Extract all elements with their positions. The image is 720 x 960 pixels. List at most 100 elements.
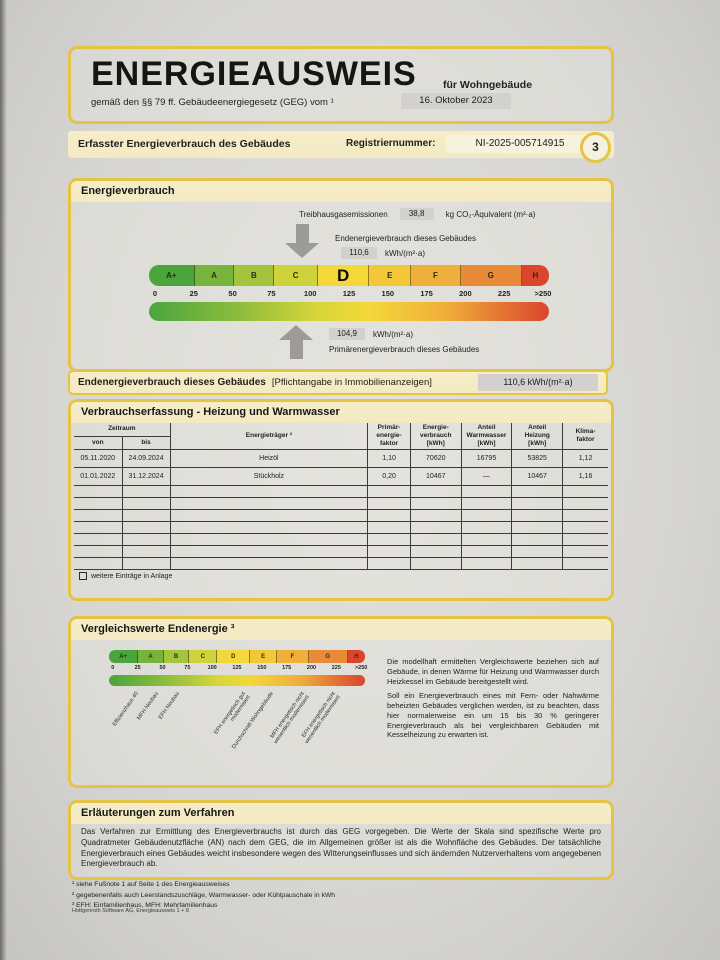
class-segment-H: H [347, 650, 365, 663]
title-box: ENERGIEAUSWEIS für Wohngebäude gemäß den… [68, 46, 614, 124]
primary-energy-label: Primärenergieverbrauch dieses Gebäudes [329, 345, 480, 354]
primary-energy-value-row: 104,9 kWh/(m²·a) [329, 328, 413, 340]
tick-label: 125 [342, 289, 356, 298]
consumption-table: Zeitraum Energieträger ² Primär- energie- … [74, 423, 608, 571]
meta-bar: Erfasster Energieverbrauch des Gebäudes … [68, 131, 614, 158]
comparison-gradient-bar [109, 675, 365, 686]
class-segment-C: C [189, 650, 218, 663]
tick-label: 0 [111, 665, 115, 671]
tick-label: 75 [184, 665, 191, 671]
class-segment-F: F [277, 650, 309, 663]
tick-label: 225 [331, 665, 341, 671]
ghg-unit: kg CO₂-Äquivalent (m²·a) [445, 209, 536, 219]
section-erlaeuterungen: Erläuterungen zum Verfahren Das Verfahre… [68, 800, 614, 880]
comparison-paragraph: Die modellhaft ermittelten Vergleichswer… [387, 657, 599, 686]
checkbox-icon [79, 572, 87, 580]
tick-label: 25 [189, 289, 198, 298]
class-segment-C: C [274, 265, 318, 286]
ghg-row: Treibhausgasemissionen 38,8 kg CO₂-Äquiv… [299, 208, 535, 220]
class-segment-G: G [308, 650, 348, 663]
section-title: Vergleichswerte Endenergie ³ [71, 619, 611, 640]
tick-label: >250 [534, 289, 552, 298]
footnote-line: ² gegebenenfalls auch Leerstandszuschläg… [72, 891, 336, 899]
mandatory-value: 110,6 kWh/(m²·a) [478, 374, 598, 391]
class-segment-A+: A+ [149, 265, 195, 286]
tick-label: 50 [228, 289, 237, 298]
footnotes: ¹ siehe Fußnote 1 auf Seite 1 des Energi… [72, 880, 335, 912]
mandatory-bracket: [Pflichtangabe in Immobilienanzeigen] [271, 377, 432, 388]
checkbox-label: weitere Einträge in Anlage [91, 572, 173, 580]
law-date: 16. Oktober 2023 [401, 93, 511, 109]
photo-edge-shadow [0, 0, 7, 960]
table-empty-row [74, 509, 608, 523]
primary-energy-unit: kWh/(m²·a) [373, 329, 413, 339]
table-row: 05.11.2020 24.09.2024 Heizöl 1,10 70620 16795… [74, 449, 608, 469]
class-segment-F: F [411, 265, 461, 286]
more-entries-row: weitere Einträge in Anlage [79, 572, 172, 580]
comparison-scale-ticks: 0 25 50 75 100 125 150 175 200 225 >250 [109, 665, 368, 673]
document-title-suffix: für Wohngebäude [443, 79, 533, 91]
tick-label: >250 [354, 665, 368, 671]
class-segment-E: E [250, 650, 278, 663]
tick-label: 150 [257, 665, 267, 671]
tick-label: 100 [207, 665, 217, 671]
tick-label: 25 [134, 665, 141, 671]
section-title: Energieverbrauch [71, 181, 611, 202]
tick-label: 50 [159, 665, 166, 671]
tick-label: 150 [381, 289, 395, 298]
comparison-class-scale: A+ A B C D E F G H [109, 650, 365, 663]
tick-label: 175 [282, 665, 292, 671]
comparison-reference-labels: Effizienzhaus 40 MFH Neubau EFH Neubau EFH … [109, 689, 365, 777]
tick-label: 0 [152, 289, 158, 298]
table-empty-row [74, 545, 608, 559]
tick-label: 100 [303, 289, 317, 298]
tick-label: 225 [497, 289, 511, 298]
energy-scale-ticks: 0 25 50 75 100 125 150 175 200 225 >250 [149, 289, 552, 299]
ghg-label: Treibhausgasemissionen [299, 209, 388, 219]
class-segment-A+: A+ [109, 650, 139, 663]
table-empty-row [74, 521, 608, 535]
comparison-explanation-text: Die modellhaft ermittelten Vergleichswer… [387, 657, 599, 745]
comparison-paragraph: Soll ein Energieverbrauch eines mit Fern… [387, 691, 599, 740]
primary-energy-value: 104,9 [329, 328, 365, 340]
table-row: 01.01.2022 31.12.2024 Stückholz 0,20 10467—1… [74, 467, 608, 487]
table-empty-row [74, 557, 608, 571]
table-empty-row [74, 485, 608, 499]
section-title: Verbrauchserfassung - Heizung und Warmwa… [71, 402, 611, 423]
class-segment-D: D [217, 650, 251, 663]
class-segment-G: G [460, 265, 522, 286]
fine-print: Hottgenroth Software AG, Energieausweis … [72, 908, 189, 914]
table-empty-row [74, 533, 608, 547]
mandatory-label: Endenergieverbrauch dieses Gebäudes [78, 377, 266, 388]
explanation-body: Das Verfahren zur Ermittlung des Energie… [81, 827, 601, 869]
footnote-line: ¹ siehe Fußnote 1 auf Seite 1 des Energi… [72, 881, 230, 888]
tick-label: 200 [306, 665, 317, 671]
class-segment-A: A [194, 265, 235, 286]
registration-number: NI-2025-005714915 [446, 135, 594, 153]
class-segment-B: B [234, 265, 275, 286]
section-energieverbrauch: Energieverbrauch Treibhausgasemissionen … [68, 178, 614, 372]
section-title: Erläuterungen zum Verfahren [71, 803, 611, 824]
table-empty-row [74, 497, 608, 511]
ghg-value: 38,8 [399, 208, 434, 220]
page-number-badge: 3 [580, 132, 611, 163]
document-title: ENERGIEAUSWEIS [91, 55, 417, 93]
class-segment-E: E [369, 265, 412, 286]
end-energy-value-row: 110,6 kWh/(m²·a) [341, 247, 425, 259]
energy-class-scale: A+ A B C D E F G H [149, 265, 549, 286]
energy-gradient-bar [149, 302, 549, 321]
end-energy-label: Endenergieverbrauch dieses Gebäudes [335, 234, 476, 243]
class-segment-H: H [521, 265, 549, 286]
table-header-row: Zeitraum Energieträger ² Primär- energie- … [74, 423, 608, 451]
tick-label: 75 [267, 289, 276, 298]
reference-label: EFH Neubau [157, 691, 181, 721]
tick-label: 200 [459, 289, 472, 298]
meta-label: Erfasster Energieverbrauch des Gebäudes [78, 138, 291, 150]
end-energy-value: 110,6 [341, 247, 377, 259]
registration-label: Registriernummer: [346, 138, 436, 149]
class-segment-A: A [138, 650, 164, 663]
class-segment-D: D [317, 265, 370, 286]
section-verbrauchserfassung: Verbrauchserfassung - Heizung und Warmwa… [68, 399, 614, 601]
end-energy-unit: kWh/(m²·a) [385, 248, 425, 258]
